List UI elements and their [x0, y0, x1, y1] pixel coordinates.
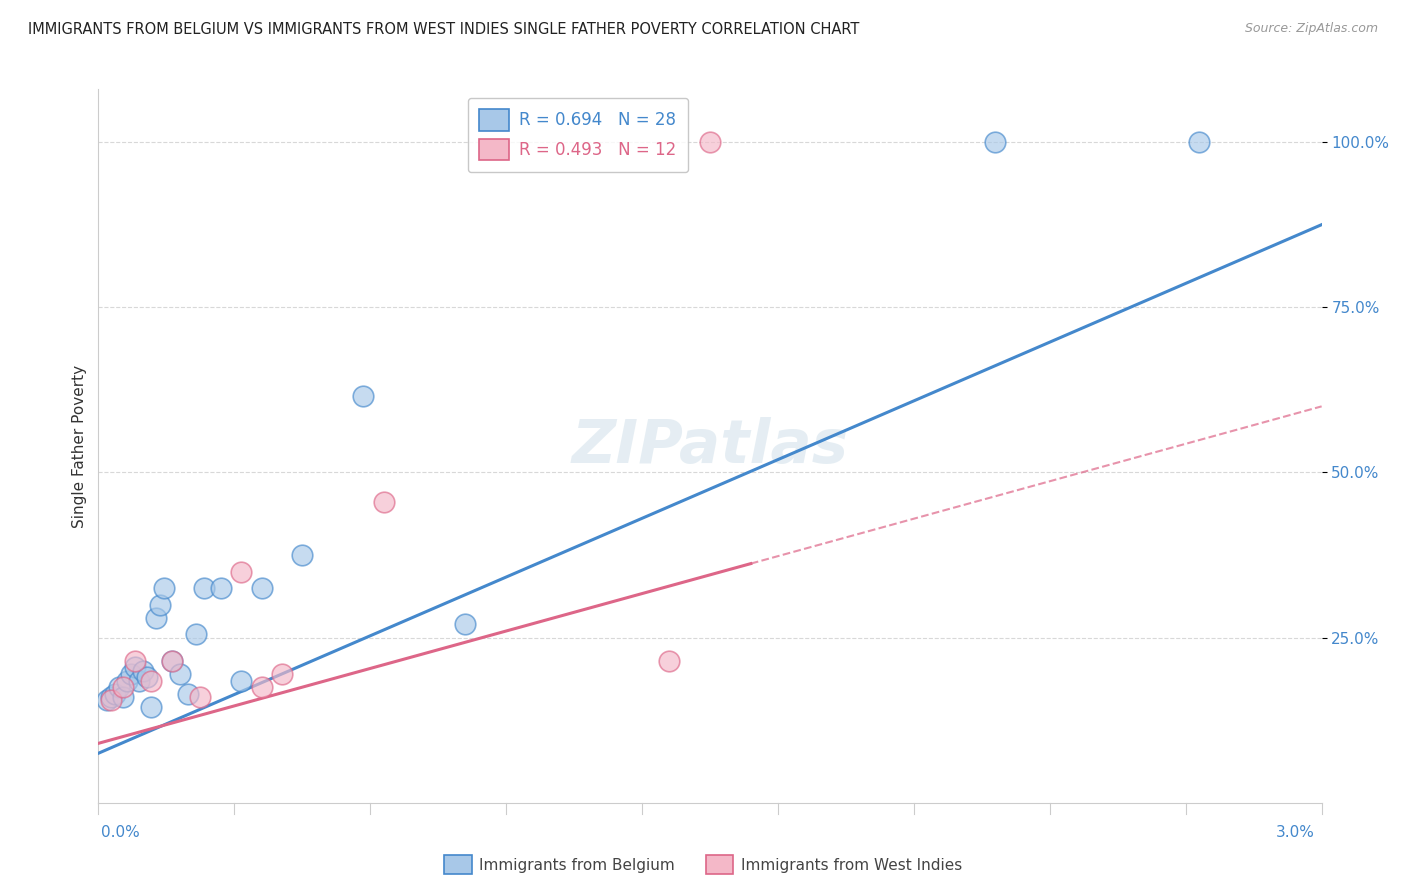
Text: 0.0%: 0.0% — [101, 825, 141, 840]
Point — [231, 565, 253, 579]
Point — [111, 690, 134, 704]
Point — [193, 581, 215, 595]
Point — [373, 495, 395, 509]
Point — [169, 667, 191, 681]
Text: ZIPatlas: ZIPatlas — [571, 417, 849, 475]
Point — [352, 389, 374, 403]
Point — [111, 680, 134, 694]
Point — [270, 667, 292, 681]
Point — [658, 654, 681, 668]
Point — [984, 135, 1007, 149]
Point — [177, 687, 200, 701]
Point — [1188, 135, 1211, 149]
Point — [136, 670, 159, 684]
Point — [160, 654, 183, 668]
Point — [124, 654, 146, 668]
Point — [141, 673, 163, 688]
Point — [128, 673, 150, 688]
Legend: Immigrants from Belgium, Immigrants from West Indies: Immigrants from Belgium, Immigrants from… — [439, 849, 967, 880]
Point — [250, 581, 273, 595]
Text: Source: ZipAtlas.com: Source: ZipAtlas.com — [1244, 22, 1378, 36]
Point — [145, 611, 167, 625]
Point — [100, 690, 122, 704]
Point — [108, 680, 131, 694]
Point — [104, 687, 127, 701]
Point — [141, 700, 163, 714]
Text: 3.0%: 3.0% — [1275, 825, 1315, 840]
Point — [160, 654, 183, 668]
Point — [231, 673, 253, 688]
Point — [100, 693, 122, 707]
Y-axis label: Single Father Poverty: Single Father Poverty — [72, 365, 87, 527]
Point — [454, 617, 477, 632]
Point — [152, 581, 174, 595]
Point — [96, 693, 118, 707]
Point — [291, 548, 314, 562]
Point — [250, 680, 273, 694]
Text: IMMIGRANTS FROM BELGIUM VS IMMIGRANTS FROM WEST INDIES SINGLE FATHER POVERTY COR: IMMIGRANTS FROM BELGIUM VS IMMIGRANTS FR… — [28, 22, 859, 37]
Point — [132, 664, 155, 678]
Legend: R = 0.694   N = 28, R = 0.493   N = 12: R = 0.694 N = 28, R = 0.493 N = 12 — [468, 97, 688, 172]
Point — [124, 660, 146, 674]
Point — [186, 627, 208, 641]
Point — [149, 598, 172, 612]
Point — [699, 135, 721, 149]
Point — [120, 667, 142, 681]
Point — [188, 690, 212, 704]
Point — [209, 581, 232, 595]
Point — [115, 673, 138, 688]
